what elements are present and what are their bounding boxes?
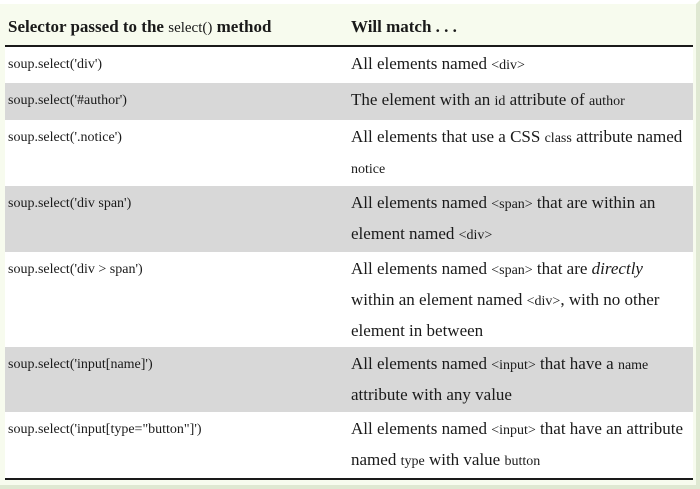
selector-cell: soup.select('div > span') [8, 262, 143, 277]
selector-cell: soup.select('div span') [8, 196, 132, 211]
match-text: that are within an element named [351, 193, 656, 243]
match-text: attribute of [505, 90, 589, 109]
match-cell: All elements named <span> that are direc… [345, 252, 693, 347]
match-text: that have a [535, 354, 618, 373]
header-code: select() [168, 20, 213, 36]
match-text: , with no other element in between [351, 290, 660, 340]
match-text: within an element named [351, 290, 527, 309]
table-row: soup.select('div > span') All elements n… [5, 252, 693, 347]
match-text: attribute with any value [351, 385, 512, 404]
inline-code: <input> [491, 358, 536, 373]
match-cell: All elements named <div> [345, 46, 693, 83]
match-text: All elements named [351, 419, 492, 438]
selector-cell: soup.select('#author') [8, 93, 127, 108]
inline-code: <div> [458, 228, 493, 243]
match-text: that have an attribute named [351, 419, 684, 469]
inline-code: <input> [491, 423, 536, 438]
match-text: with value [424, 450, 505, 469]
match-text: All elements named [351, 54, 492, 73]
inline-code: notice [351, 162, 386, 177]
inline-code: <span> [491, 197, 533, 212]
column-header-selector: Selector passed to the select() method [5, 9, 345, 47]
header-prefix: Selector passed to the [8, 17, 169, 36]
table-row: soup.select('div') All elements named <d… [5, 46, 693, 83]
match-text: All elements named [351, 193, 492, 212]
match-cell: The element with an id attribute of auth… [345, 83, 693, 120]
match-text: attribute named [571, 127, 683, 146]
inline-code: type [400, 454, 425, 469]
match-text: All elements named [351, 259, 492, 278]
inline-code: button [504, 454, 541, 469]
table-row: soup.select('#author') The element with … [5, 83, 693, 120]
inline-code: <div> [491, 58, 525, 73]
match-cell: All elements that use a CSS class attrib… [345, 120, 693, 186]
selector-table: Selector passed to the select() method W… [5, 9, 693, 480]
table-body: soup.select('div') All elements named <d… [5, 46, 693, 480]
match-text: All elements that use a CSS [351, 127, 545, 146]
selector-cell: soup.select('input[name]') [8, 357, 153, 372]
table-row: soup.select('input[name]') All elements … [5, 347, 693, 412]
selector-cell: soup.select('.notice') [8, 130, 122, 145]
inline-code: author [588, 94, 625, 109]
table-row: soup.select('input[type="button"]') All … [5, 412, 693, 480]
selector-cell: soup.select('div') [8, 57, 103, 72]
column-header-match: Will match . . . [345, 9, 693, 47]
match-cell: All elements named <span> that are withi… [345, 186, 693, 252]
inline-code: class [544, 131, 572, 146]
selector-cell: soup.select('input[type="button"]') [5, 412, 345, 480]
table-header-row: Selector passed to the select() method W… [5, 9, 693, 47]
emphasis-text: directly [591, 259, 643, 278]
inline-code: name [617, 358, 649, 373]
table-row: soup.select('.notice') All elements that… [5, 120, 693, 186]
match-text: that are [532, 259, 592, 278]
table-row: soup.select('div span') All elements nam… [5, 186, 693, 252]
inline-code: <span> [491, 263, 533, 278]
header-suffix: method [212, 17, 272, 36]
match-cell: All elements named <input> that have an … [345, 412, 693, 480]
match-cell: All elements named <input> that have a n… [345, 347, 693, 412]
inline-code: id [494, 94, 506, 109]
inline-code: <div> [526, 294, 561, 309]
match-text: All elements named [351, 354, 492, 373]
match-text: The element with an [351, 90, 495, 109]
